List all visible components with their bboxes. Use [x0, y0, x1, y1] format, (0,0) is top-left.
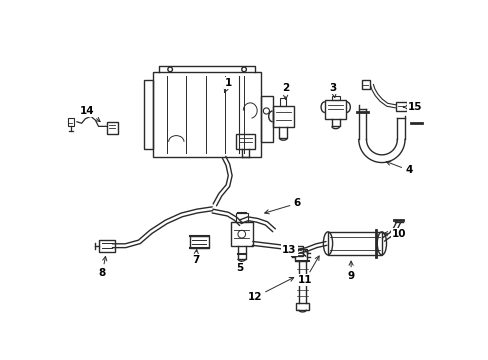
Text: 7: 7	[191, 249, 199, 265]
Text: 11: 11	[297, 256, 319, 285]
Text: 10: 10	[383, 229, 405, 239]
Text: 1: 1	[224, 78, 232, 92]
Text: 5: 5	[235, 261, 243, 273]
Text: 14: 14	[80, 106, 100, 122]
Text: 15: 15	[403, 102, 422, 112]
Text: 13: 13	[282, 244, 298, 255]
Text: 9: 9	[347, 261, 354, 281]
Text: 6: 6	[264, 198, 300, 214]
Text: 12: 12	[247, 278, 293, 302]
Text: 8: 8	[99, 256, 106, 278]
Text: 2: 2	[282, 83, 289, 99]
Text: 3: 3	[329, 83, 336, 98]
Text: 4: 4	[386, 161, 412, 175]
